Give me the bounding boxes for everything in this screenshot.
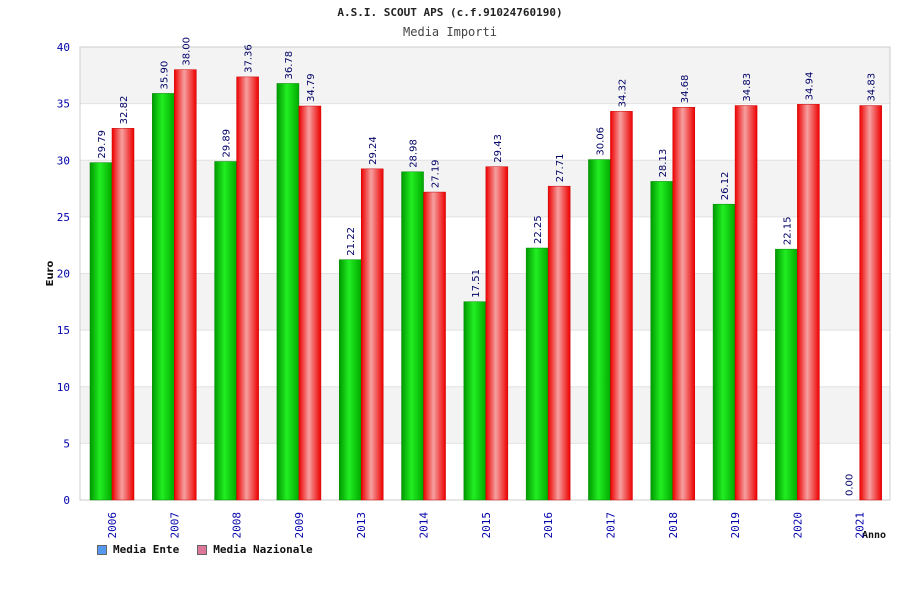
y-tick-label: 35	[57, 98, 70, 111]
y-tick-label: 20	[57, 268, 70, 281]
legend-swatch-ente	[97, 544, 107, 555]
data-label: 27.71	[555, 154, 566, 183]
data-label: 34.68	[680, 75, 691, 104]
bar-ente	[152, 93, 175, 501]
legend-label-nazionale: Media Nazionale	[213, 543, 313, 556]
y-tick-label: 25	[57, 211, 70, 224]
y-tick-label: 5	[63, 437, 70, 450]
data-label: 30.06	[595, 127, 606, 156]
data-label: 29.79	[97, 130, 108, 159]
x-tick-label: 2016	[542, 512, 555, 539]
bar-nazionale	[859, 105, 882, 501]
x-tick-label: 2008	[231, 512, 244, 539]
x-tick-label: 2021	[854, 512, 867, 539]
y-tick-label: 15	[57, 324, 70, 337]
x-tick-label: 2018	[667, 512, 680, 539]
bar-nazionale	[734, 105, 758, 501]
bar-ente	[276, 83, 300, 501]
data-label: 28.98	[409, 139, 420, 168]
data-label: 35.90	[159, 61, 170, 90]
bar-ente	[463, 301, 487, 501]
bar-ente	[89, 162, 113, 501]
chart-subtitle: Media Importi	[403, 25, 497, 39]
bar-nazionale	[485, 166, 509, 501]
legend: Media Ente Media Nazionale	[97, 543, 313, 556]
grid-band	[80, 103, 890, 161]
bar-ente	[588, 159, 611, 501]
bar-ente	[525, 247, 549, 501]
bar-nazionale	[797, 104, 820, 501]
data-label: 34.79	[306, 73, 317, 102]
bar-nazionale	[111, 128, 135, 501]
grid-band	[80, 216, 890, 274]
x-axis-label: Anno	[862, 530, 886, 541]
data-label: 21.22	[346, 227, 357, 256]
x-tick-label: 2015	[480, 512, 493, 539]
data-label: 22.15	[782, 217, 793, 246]
bar-nazionale	[298, 105, 322, 501]
bar-ente	[650, 181, 674, 501]
bar-nazionale	[423, 191, 446, 501]
y-tick-label: 30	[57, 154, 70, 167]
grid-band	[80, 47, 890, 104]
legend-item-nazionale: Media Nazionale	[197, 543, 313, 556]
data-label: 34.83	[867, 73, 878, 102]
data-label: 29.89	[222, 129, 233, 158]
x-tick-label: 2007	[168, 512, 181, 539]
grid-band	[80, 160, 890, 217]
x-tick-label: 2020	[791, 512, 804, 539]
bar-nazionale	[610, 111, 633, 501]
x-tick-label: 2006	[106, 512, 119, 539]
data-label: 0.00	[845, 474, 856, 496]
x-tick-label: 2017	[604, 512, 617, 539]
data-label: 37.36	[244, 44, 255, 73]
data-label: 17.51	[471, 269, 482, 298]
data-label: 34.83	[742, 73, 753, 102]
data-label: 22.25	[533, 215, 544, 244]
data-label: 36.78	[284, 51, 295, 80]
y-tick-label: 0	[63, 494, 70, 507]
data-label: 26.12	[720, 172, 731, 201]
data-label: 34.32	[617, 79, 628, 108]
y-axis-label: Euro	[45, 261, 56, 287]
bar-nazionale	[672, 106, 696, 501]
data-label: 32.82	[119, 96, 130, 125]
bar-ente	[338, 259, 362, 501]
bar-ente	[775, 248, 798, 501]
y-tick-label: 40	[57, 41, 70, 54]
chart-title: A.S.I. SCOUT APS (c.f.91024760190)	[337, 6, 563, 19]
data-label: 27.19	[431, 159, 442, 188]
x-tick-label: 2009	[293, 512, 306, 539]
x-tick-label: 2013	[355, 512, 368, 539]
data-label: 29.24	[368, 136, 379, 165]
data-label: 28.13	[658, 149, 669, 178]
bar-ente	[214, 161, 237, 501]
x-tick-label: 2014	[418, 512, 431, 539]
bar-ente	[712, 203, 736, 501]
legend-label-ente: Media Ente	[113, 543, 180, 556]
y-tick-label: 10	[57, 381, 70, 394]
data-label: 38.00	[181, 37, 192, 66]
bar-nazionale	[174, 69, 197, 501]
bar-nazionale	[236, 76, 259, 501]
bar-nazionale	[360, 168, 384, 501]
legend-swatch-nazionale	[197, 544, 208, 555]
bar-ente	[401, 171, 424, 501]
legend-item-ente: Media Ente	[97, 543, 179, 556]
bar-nazionale	[547, 185, 571, 501]
data-label: 34.94	[804, 72, 815, 101]
x-tick-label: 2019	[729, 512, 742, 539]
data-label: 29.43	[493, 134, 504, 163]
